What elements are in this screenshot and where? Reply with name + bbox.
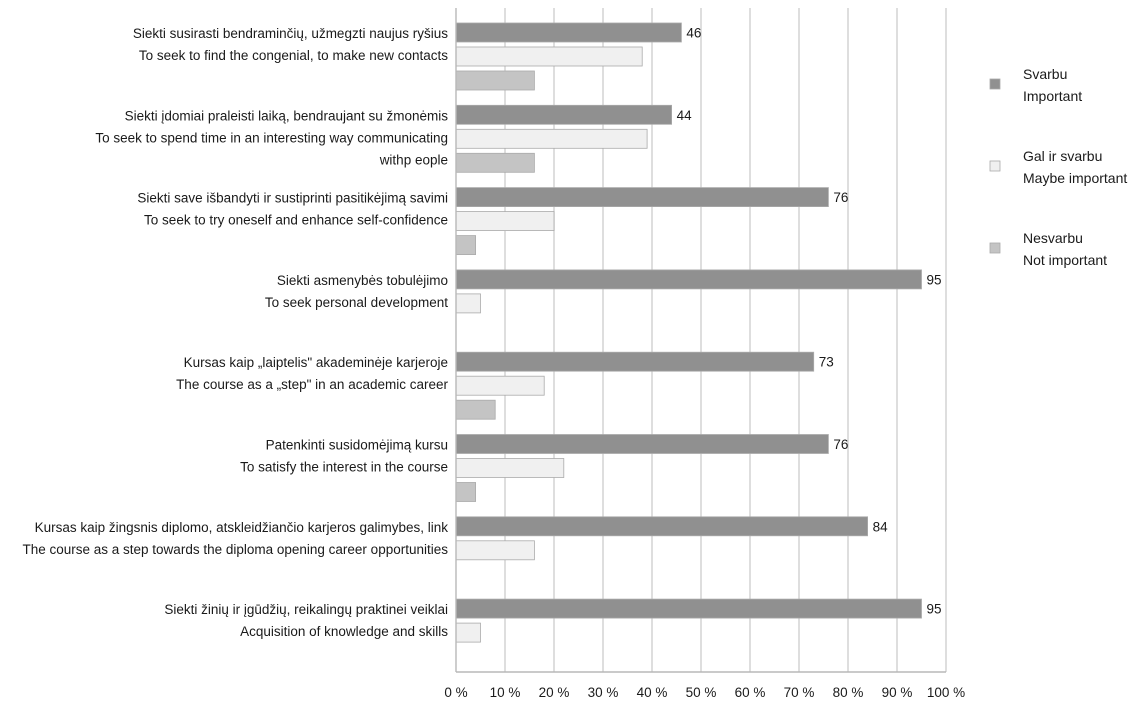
category-label: Siekti save išbandyti ir sustiprinti pas… <box>137 191 448 206</box>
bar <box>455 351 815 372</box>
x-tick-label: 100 % <box>927 685 965 700</box>
x-tick-label: 60 % <box>735 685 766 700</box>
data-labels: 46 44 76 95 73 76 84 95 <box>677 26 942 617</box>
bar <box>455 516 869 537</box>
legend-swatch <box>989 78 1001 90</box>
legend-swatch <box>989 160 1001 172</box>
legend-label: Svarbu <box>1023 66 1067 82</box>
bar <box>455 152 535 173</box>
bar <box>455 104 673 125</box>
category-label: To seek to try oneself and enhance self-… <box>144 213 448 228</box>
bar <box>455 211 555 232</box>
bars <box>455 22 922 643</box>
category-label: Siekti asmenybės tobulėjimo <box>277 273 448 288</box>
category-label: Acquisition of knowledge and skills <box>240 624 448 639</box>
legend-swatch <box>989 242 1001 254</box>
x-tick-label: 10 % <box>490 685 521 700</box>
bar <box>455 187 829 208</box>
x-tick-label: 90 % <box>882 685 913 700</box>
data-label: 76 <box>833 437 848 452</box>
category-label: Kursas kaip žingsnis diplomo, atskleidži… <box>35 520 449 535</box>
bar <box>455 399 496 420</box>
x-tick-label: 30 % <box>588 685 619 700</box>
category-label: Kursas kaip „laiptelis" akademinėje karj… <box>184 355 448 370</box>
category-label: The course as a „step" in an academic ca… <box>176 377 448 392</box>
category-labels: Siekti susirasti bendraminčių, užmegzti … <box>22 26 448 639</box>
data-label: 46 <box>686 26 701 41</box>
data-label: 73 <box>819 355 834 370</box>
bar <box>455 434 829 454</box>
data-label: 95 <box>927 272 942 287</box>
bar <box>455 128 648 149</box>
data-label: 84 <box>873 519 889 534</box>
category-label: Siekti susirasti bendraminčių, užmegzti … <box>133 26 448 41</box>
x-tick-label: 0 % <box>444 685 467 700</box>
bar <box>455 482 477 502</box>
legend: Svarbu Important Gal ir svarbu Maybe import… <box>989 66 1127 268</box>
bar <box>455 622 481 643</box>
data-label: 44 <box>677 108 693 123</box>
category-label: Siekti įdomiai praleisti laiką, bendrauj… <box>125 108 449 123</box>
category-label: The course as a step towards the diploma… <box>22 542 448 557</box>
x-tick-labels: 0 % 10 % 20 % 30 % 40 % 50 % 60 % 70 % 80 % 90 % 1… <box>444 685 965 700</box>
bar <box>455 269 922 290</box>
x-tick-label: 70 % <box>784 685 815 700</box>
category-label: Siekti žinių ir įgūdžių, reikalingų prak… <box>164 602 448 617</box>
legend-label: Important <box>1023 88 1082 104</box>
bar <box>455 598 922 619</box>
legend-label: Maybe important <box>1023 170 1127 186</box>
bar <box>455 293 481 314</box>
x-tick-label: 20 % <box>539 685 570 700</box>
bar <box>455 458 565 478</box>
bar <box>455 22 682 43</box>
legend-label: Not important <box>1023 252 1107 268</box>
category-label: To satisfy the interest in the course <box>240 460 448 475</box>
category-label: To seek to find the congenial, to make n… <box>139 48 448 63</box>
bar <box>455 46 643 67</box>
legend-label: Gal ir svarbu <box>1023 148 1102 164</box>
category-label: Patenkinti susidomėjimą kursu <box>266 438 448 453</box>
axes <box>455 8 946 673</box>
legend-label: Nesvarbu <box>1023 230 1083 246</box>
bar <box>455 70 535 91</box>
category-label: To seek personal development <box>265 295 448 310</box>
bar <box>455 375 545 396</box>
x-tick-label: 40 % <box>637 685 668 700</box>
category-label: withp eople <box>379 152 448 167</box>
bar <box>455 540 535 561</box>
x-tick-label: 80 % <box>833 685 864 700</box>
bar <box>455 235 477 256</box>
data-label: 76 <box>833 190 848 205</box>
x-tick-label: 50 % <box>686 685 717 700</box>
category-label: To seek to spend time in an interesting … <box>95 130 448 145</box>
data-label: 95 <box>927 602 942 617</box>
